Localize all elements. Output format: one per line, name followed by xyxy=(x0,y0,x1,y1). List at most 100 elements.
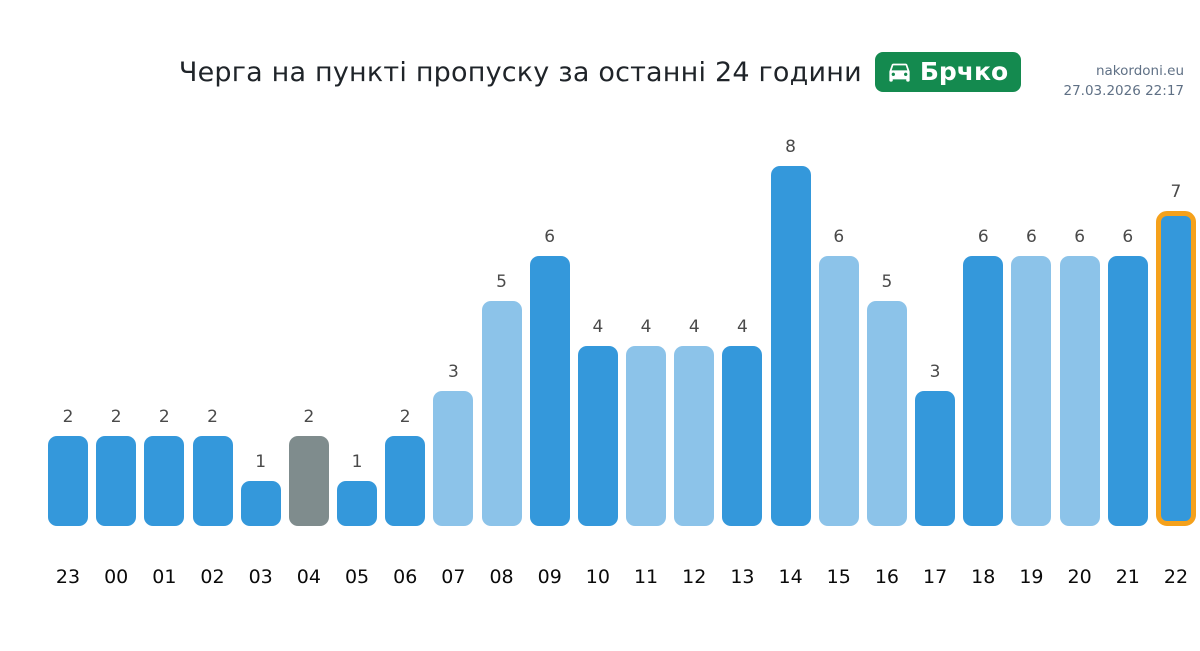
x-tick-label: 00 xyxy=(104,566,129,589)
x-tick-label: 22 xyxy=(1163,566,1189,589)
bar-column-10: 4 10 xyxy=(577,134,618,589)
bar-value-label: 8 xyxy=(785,136,796,157)
bar-value-label: 2 xyxy=(158,406,170,427)
page-meta: nakordoni.eu 27.03.2026 22:17 xyxy=(1064,61,1185,102)
bar-column-17: 3 17 xyxy=(915,134,956,589)
x-tick-label: 05 xyxy=(344,566,370,589)
x-tick-label: 14 xyxy=(778,566,803,589)
bar-16[interactable] xyxy=(866,301,907,527)
x-tick-label: 09 xyxy=(537,566,562,589)
bar-value-label: 2 xyxy=(62,406,74,427)
bar-value-label: 5 xyxy=(881,271,893,292)
bar-column-22: 7 22 xyxy=(1155,134,1196,589)
bar-17[interactable] xyxy=(915,391,956,527)
bar-column-12: 4 12 xyxy=(674,134,715,589)
x-tick-label: 04 xyxy=(296,566,321,589)
bar-value-label: 6 xyxy=(1026,226,1037,247)
bar-14[interactable] xyxy=(770,166,811,527)
bar-column-06: 2 06 xyxy=(385,134,426,589)
bar-value-label: 5 xyxy=(496,271,507,292)
bar-column-03: 1 03 xyxy=(240,134,281,589)
bar-value-label: 3 xyxy=(447,361,459,382)
x-tick-label: 13 xyxy=(730,566,755,589)
x-tick-label: 20 xyxy=(1067,566,1092,589)
bar-column-14: 8 14 xyxy=(770,134,811,589)
bar-05[interactable] xyxy=(337,481,378,527)
bar-column-04: 2 04 xyxy=(288,134,329,589)
bar-04[interactable] xyxy=(288,436,329,527)
bar-value-label: 4 xyxy=(736,316,748,337)
x-tick-label: 18 xyxy=(971,566,996,589)
site-name: nakordoni.eu xyxy=(1095,63,1184,79)
bar-column-20: 6 20 xyxy=(1059,134,1100,589)
bar-value-label: 2 xyxy=(110,406,122,427)
bar-03[interactable] xyxy=(240,481,281,527)
x-tick-label: 16 xyxy=(874,566,900,589)
bar-01[interactable] xyxy=(144,436,185,527)
bar-value-label: 6 xyxy=(1074,226,1086,247)
timestamp: 27.03.2026 22:17 xyxy=(1063,83,1185,100)
bar-value-label: 4 xyxy=(592,316,604,337)
bar-13[interactable] xyxy=(722,346,763,527)
bar-value-label: 6 xyxy=(833,226,845,247)
bar-column-00: 2 00 xyxy=(96,134,137,589)
bar-chart: 2 23 2 00 2 01 2 02 1 03 2 04 1 05 2 06 3 07 5 08 6 09 4 10 4 11 4… xyxy=(48,134,1196,589)
bar-09[interactable] xyxy=(529,256,570,527)
bar-10[interactable] xyxy=(577,346,618,527)
bar-value-label: 2 xyxy=(399,406,411,427)
x-tick-label: 08 xyxy=(489,566,514,589)
bar-21[interactable] xyxy=(1107,256,1148,527)
bar-06[interactable] xyxy=(385,436,426,527)
x-tick-label: 10 xyxy=(585,566,610,589)
bar-08[interactable] xyxy=(481,301,522,527)
x-tick-label: 17 xyxy=(923,566,948,589)
car-icon xyxy=(886,58,913,85)
x-tick-label: 12 xyxy=(682,566,707,589)
bar-18[interactable] xyxy=(963,256,1004,527)
bar-column-07: 3 07 xyxy=(433,134,474,589)
bar-value-label: 4 xyxy=(688,316,700,337)
bar-column-18: 6 18 xyxy=(963,134,1004,589)
page-title: Черга на пункті пропуску за останні 24 г… xyxy=(178,56,862,88)
bar-value-label: 3 xyxy=(929,361,941,382)
bar-value-label: 2 xyxy=(303,406,315,427)
bar-value-label: 1 xyxy=(255,451,267,472)
bar-column-09: 6 09 xyxy=(529,134,570,589)
x-tick-label: 06 xyxy=(393,566,418,589)
bar-column-11: 4 11 xyxy=(626,134,667,589)
x-tick-label: 21 xyxy=(1115,566,1140,589)
badge-label: Брчко xyxy=(919,57,1009,86)
bar-value-label: 6 xyxy=(544,226,556,247)
bar-07[interactable] xyxy=(433,391,474,527)
bar-column-01: 2 01 xyxy=(144,134,185,589)
bar-12[interactable] xyxy=(674,346,715,527)
bar-value-label: 7 xyxy=(1170,181,1182,202)
bar-00[interactable] xyxy=(96,436,137,527)
x-tick-label: 15 xyxy=(826,566,851,589)
bar-11[interactable] xyxy=(626,346,667,527)
bar-19[interactable] xyxy=(1011,256,1052,527)
bar-value-label: 2 xyxy=(207,406,218,427)
header: Черга на пункті пропуску за останні 24 г… xyxy=(0,52,1200,92)
bar-value-label: 6 xyxy=(977,226,989,247)
bar-value-label: 1 xyxy=(351,451,363,472)
bar-23[interactable] xyxy=(48,436,88,527)
bar-column-02: 2 02 xyxy=(192,134,233,589)
bar-column-16: 5 16 xyxy=(866,134,907,589)
bar-value-label: 6 xyxy=(1122,226,1134,247)
bar-column-05: 1 05 xyxy=(337,134,378,589)
bar-02[interactable] xyxy=(192,436,233,527)
bar-column-21: 6 21 xyxy=(1107,134,1148,589)
bar-20[interactable] xyxy=(1059,256,1100,527)
x-tick-label: 23 xyxy=(55,566,81,589)
bar-15[interactable] xyxy=(818,256,859,527)
bar-22[interactable] xyxy=(1155,211,1196,527)
bar-value-label: 4 xyxy=(640,316,652,337)
x-tick-label: 11 xyxy=(633,566,659,589)
bar-column-15: 6 15 xyxy=(818,134,859,589)
bar-column-23: 2 23 xyxy=(48,134,88,589)
x-tick-label: 02 xyxy=(200,566,225,589)
x-tick-label: 01 xyxy=(152,566,177,589)
x-tick-label: 03 xyxy=(248,566,273,589)
checkpoint-badge[interactable]: Брчко xyxy=(874,52,1022,92)
